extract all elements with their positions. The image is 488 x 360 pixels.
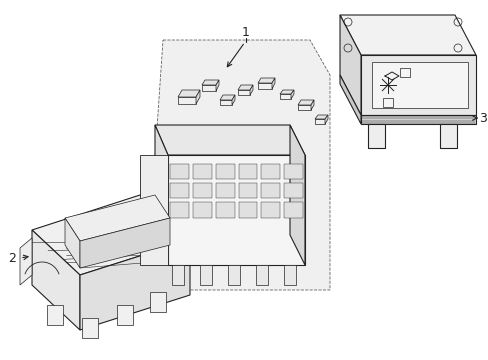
- Polygon shape: [192, 202, 211, 217]
- Polygon shape: [297, 105, 310, 110]
- Polygon shape: [192, 164, 211, 179]
- Text: 2: 2: [8, 252, 16, 265]
- Polygon shape: [220, 95, 235, 100]
- Polygon shape: [80, 240, 190, 330]
- Polygon shape: [148, 40, 329, 290]
- Polygon shape: [238, 90, 249, 95]
- Polygon shape: [238, 85, 252, 90]
- Polygon shape: [360, 115, 475, 124]
- Polygon shape: [215, 202, 234, 217]
- Polygon shape: [20, 238, 32, 285]
- Polygon shape: [216, 80, 219, 91]
- Polygon shape: [220, 100, 231, 105]
- Polygon shape: [196, 90, 200, 104]
- Polygon shape: [367, 124, 384, 148]
- Polygon shape: [192, 183, 211, 198]
- Polygon shape: [238, 164, 257, 179]
- Polygon shape: [339, 75, 360, 124]
- Polygon shape: [140, 155, 168, 265]
- Polygon shape: [227, 265, 240, 285]
- Polygon shape: [82, 318, 98, 338]
- Polygon shape: [32, 195, 190, 275]
- Polygon shape: [284, 164, 303, 179]
- Polygon shape: [258, 83, 271, 89]
- Polygon shape: [200, 265, 212, 285]
- Polygon shape: [117, 305, 133, 325]
- Polygon shape: [215, 164, 234, 179]
- Polygon shape: [371, 62, 467, 108]
- Polygon shape: [80, 218, 170, 268]
- Polygon shape: [202, 80, 219, 85]
- Polygon shape: [258, 78, 274, 83]
- Polygon shape: [284, 265, 295, 285]
- Polygon shape: [178, 90, 200, 97]
- Polygon shape: [261, 202, 280, 217]
- Polygon shape: [284, 202, 303, 217]
- Polygon shape: [170, 164, 188, 179]
- Polygon shape: [339, 15, 360, 115]
- Polygon shape: [256, 265, 267, 285]
- Polygon shape: [155, 125, 168, 200]
- Polygon shape: [65, 218, 80, 268]
- Polygon shape: [150, 292, 165, 312]
- Polygon shape: [360, 55, 475, 115]
- Polygon shape: [310, 100, 313, 110]
- Polygon shape: [202, 85, 216, 91]
- Polygon shape: [47, 305, 63, 325]
- Polygon shape: [297, 100, 313, 105]
- Text: 3: 3: [478, 112, 486, 125]
- Polygon shape: [172, 265, 183, 285]
- Polygon shape: [178, 97, 196, 104]
- Polygon shape: [170, 183, 188, 198]
- Polygon shape: [314, 119, 325, 124]
- Polygon shape: [280, 90, 293, 94]
- Polygon shape: [439, 124, 456, 148]
- Polygon shape: [155, 125, 305, 155]
- Polygon shape: [289, 125, 305, 265]
- Polygon shape: [280, 94, 290, 99]
- Polygon shape: [271, 78, 274, 89]
- Polygon shape: [314, 115, 327, 119]
- Text: 1: 1: [242, 26, 249, 39]
- Polygon shape: [325, 115, 327, 124]
- Polygon shape: [261, 183, 280, 198]
- Polygon shape: [238, 202, 257, 217]
- Polygon shape: [339, 15, 475, 55]
- Polygon shape: [249, 85, 252, 95]
- Polygon shape: [284, 183, 303, 198]
- Polygon shape: [170, 202, 188, 217]
- Polygon shape: [261, 164, 280, 179]
- Polygon shape: [32, 230, 80, 330]
- Polygon shape: [168, 155, 305, 265]
- Polygon shape: [238, 183, 257, 198]
- Polygon shape: [231, 95, 235, 105]
- Polygon shape: [65, 195, 170, 241]
- Polygon shape: [215, 183, 234, 198]
- Polygon shape: [290, 90, 293, 99]
